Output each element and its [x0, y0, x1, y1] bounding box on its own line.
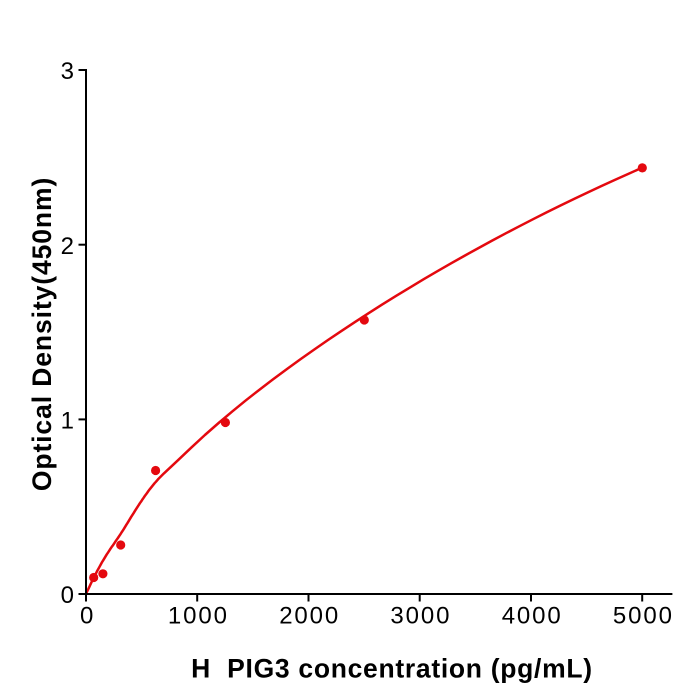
svg-text:2000: 2000	[279, 603, 340, 630]
svg-text:H PIG3 concentration (pg/mL): H PIG3 concentration (pg/mL)	[191, 654, 593, 684]
svg-text:0: 0	[80, 603, 93, 630]
svg-text:5000: 5000	[613, 603, 674, 630]
svg-text:1: 1	[61, 408, 74, 435]
svg-text:4000: 4000	[502, 603, 563, 630]
svg-text:1000: 1000	[168, 603, 229, 630]
svg-text:0: 0	[61, 582, 74, 609]
svg-text:3000: 3000	[390, 603, 451, 630]
svg-text:3: 3	[61, 58, 74, 85]
svg-text:2: 2	[61, 233, 74, 260]
svg-text:Optical Density(450nm): Optical Density(450nm)	[27, 177, 57, 491]
